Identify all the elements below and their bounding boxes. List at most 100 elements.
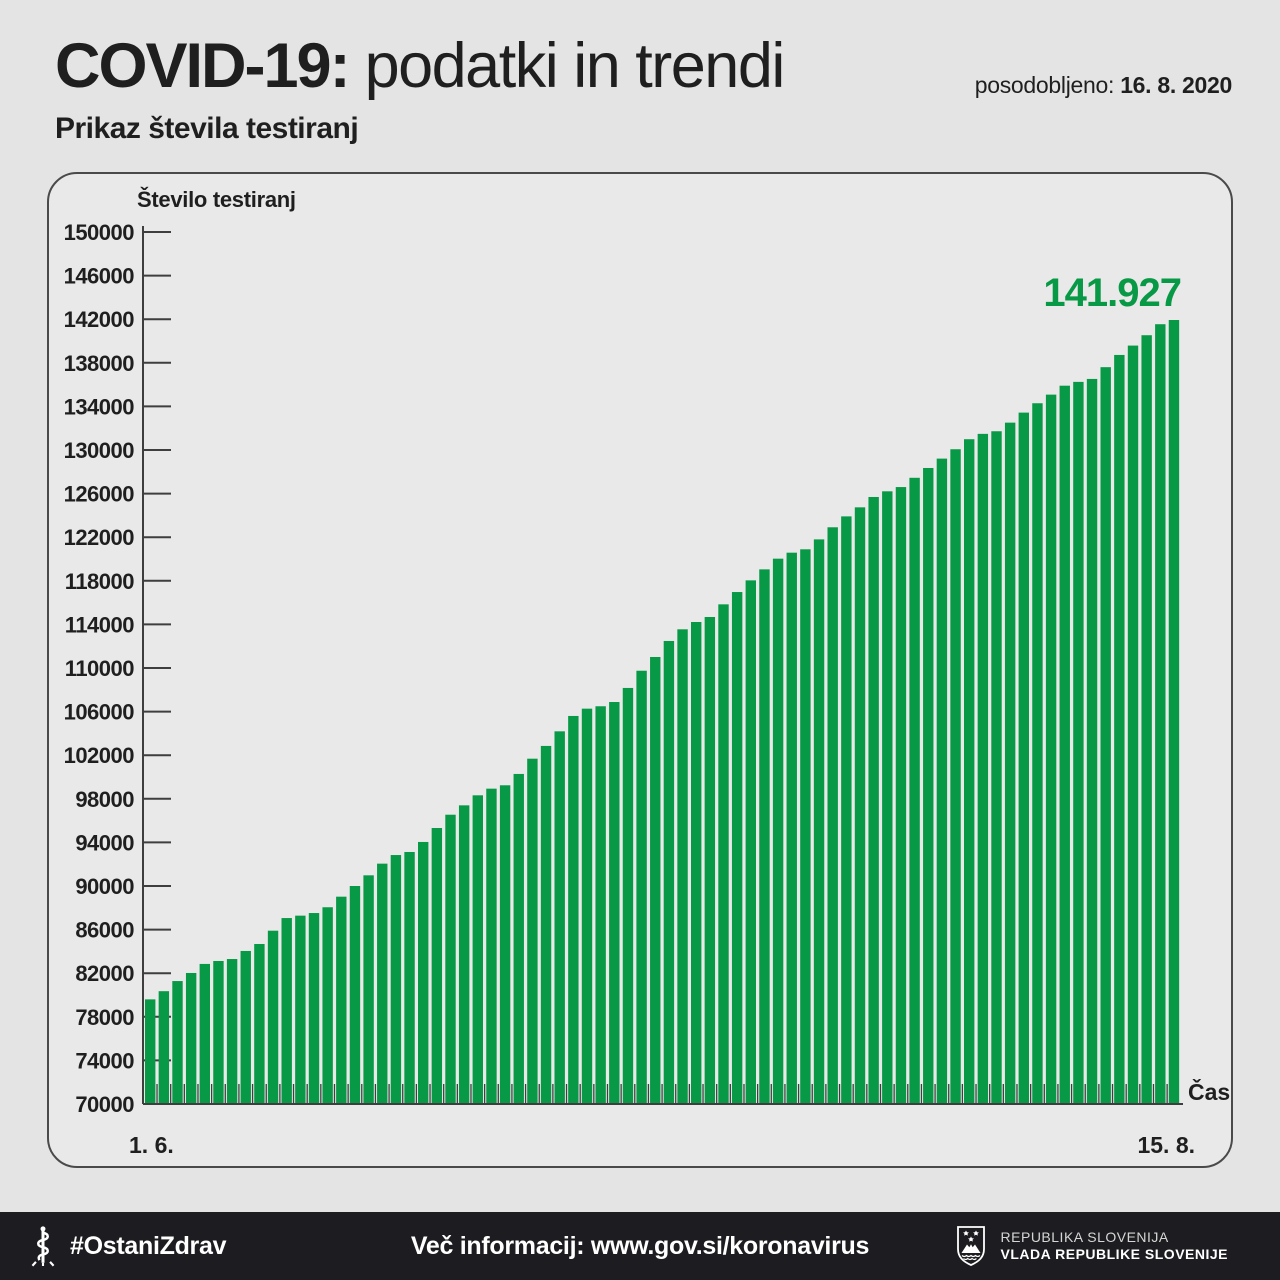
y-tick-label: 110000 bbox=[65, 656, 134, 681]
bar bbox=[663, 640, 675, 1104]
bar bbox=[458, 805, 470, 1104]
bar bbox=[322, 907, 333, 1104]
bar bbox=[882, 491, 893, 1104]
bar bbox=[622, 687, 634, 1104]
bar bbox=[172, 981, 183, 1104]
updated-timestamp: posodobljeno: 16. 8. 2020 bbox=[974, 72, 1233, 99]
x-axis-last-tick-label: 15. 8. bbox=[1137, 1132, 1195, 1158]
y-tick-label: 118000 bbox=[65, 569, 134, 594]
bar bbox=[1004, 422, 1016, 1104]
bar bbox=[841, 516, 852, 1104]
bar bbox=[1168, 320, 1180, 1104]
bar bbox=[486, 788, 497, 1104]
bar bbox=[1086, 378, 1098, 1104]
bar bbox=[336, 896, 347, 1104]
bar bbox=[977, 433, 989, 1104]
bar bbox=[827, 527, 838, 1104]
x-axis-first-tick-label: 1. 6. bbox=[129, 1132, 174, 1158]
bar bbox=[759, 569, 770, 1104]
bar bbox=[145, 999, 156, 1104]
bar bbox=[554, 731, 565, 1104]
bar bbox=[281, 918, 292, 1104]
y-tick-label: 134000 bbox=[64, 394, 135, 419]
bar bbox=[213, 960, 224, 1104]
y-tick-label: 146000 bbox=[64, 264, 135, 289]
bar bbox=[854, 507, 866, 1105]
bar bbox=[267, 930, 279, 1104]
y-tick-label: 82000 bbox=[75, 961, 134, 986]
bar bbox=[923, 467, 934, 1104]
bar bbox=[1045, 394, 1057, 1104]
bar bbox=[718, 604, 729, 1104]
bar bbox=[772, 558, 784, 1104]
bar bbox=[745, 580, 756, 1104]
footer-left: #OstaniZdrav bbox=[28, 1223, 226, 1269]
bar bbox=[991, 431, 1002, 1104]
bar bbox=[308, 913, 320, 1104]
bar bbox=[513, 773, 524, 1104]
bar bbox=[240, 950, 251, 1104]
bar bbox=[677, 629, 688, 1104]
bar bbox=[377, 863, 388, 1104]
bar bbox=[731, 592, 743, 1104]
bar bbox=[1100, 367, 1111, 1104]
y-tick-label: 78000 bbox=[75, 1005, 134, 1030]
bar bbox=[295, 915, 306, 1104]
bar bbox=[936, 458, 948, 1104]
bar bbox=[445, 814, 456, 1104]
bar bbox=[158, 991, 170, 1104]
bar bbox=[226, 959, 238, 1104]
ostanizdrav-staff-snake-icon bbox=[31, 1226, 55, 1267]
chart-panel: 150000 146000 142000 138000 134000 130000 1260… bbox=[47, 172, 1233, 1168]
bar bbox=[950, 449, 961, 1104]
bar bbox=[1059, 385, 1070, 1104]
bar bbox=[691, 622, 702, 1104]
bar bbox=[185, 972, 197, 1104]
bar bbox=[609, 702, 620, 1104]
bar bbox=[595, 706, 606, 1104]
y-tick-label: 102000 bbox=[64, 743, 135, 768]
y-tick-label: 138000 bbox=[64, 351, 135, 376]
bar bbox=[363, 875, 374, 1104]
bar bbox=[1018, 412, 1029, 1104]
chart-subtitle: Prikaz števila testiranj bbox=[55, 112, 359, 145]
updated-label: posodobljeno: bbox=[974, 72, 1121, 98]
bar bbox=[499, 785, 511, 1104]
bar bbox=[704, 616, 716, 1104]
page-title: COVID-19: podatki in trendi bbox=[55, 30, 1235, 102]
bar bbox=[800, 549, 811, 1104]
bar bbox=[868, 496, 879, 1105]
gov-text: REPUBLIKA SLOVENIJA VLADA REPUBLIKE SLOV… bbox=[1001, 1229, 1228, 1264]
bar bbox=[1127, 345, 1139, 1104]
page-title-bold: COVID-19: bbox=[55, 31, 351, 101]
y-tick-label: 70000 bbox=[75, 1092, 134, 1117]
bar bbox=[909, 477, 920, 1104]
y-axis-title: Število testiranj bbox=[137, 187, 296, 212]
y-tick-label: 122000 bbox=[64, 525, 135, 550]
y-tick-label: 90000 bbox=[75, 874, 134, 899]
bar bbox=[786, 552, 797, 1104]
last-value-label: 141.927 bbox=[1043, 271, 1182, 315]
bar bbox=[964, 439, 975, 1105]
bar bbox=[254, 943, 265, 1104]
bar bbox=[390, 855, 402, 1104]
y-tick-label: 86000 bbox=[75, 918, 134, 943]
bar bbox=[418, 841, 429, 1104]
tests-bar-chart: 150000 146000 142000 138000 134000 130000 1260… bbox=[64, 220, 1183, 1117]
footer-bar: #OstaniZdrav Več informacij: www.gov.si/… bbox=[0, 1212, 1280, 1280]
y-tick-label: 142000 bbox=[64, 307, 135, 332]
bar bbox=[1155, 324, 1166, 1104]
y-tick-label: 98000 bbox=[75, 787, 134, 812]
footer-info-text: Več informacij: www.gov.si/koronavirus bbox=[410, 1231, 870, 1260]
bar bbox=[813, 539, 825, 1104]
y-tick-label: 74000 bbox=[75, 1048, 134, 1073]
y-tick-label: 126000 bbox=[64, 482, 135, 507]
gov-republic-label: REPUBLIKA SLOVENIJA bbox=[1000, 1228, 1169, 1245]
bar bbox=[404, 851, 415, 1104]
bar bbox=[527, 758, 538, 1104]
bar bbox=[1073, 381, 1084, 1105]
footer-gov-block: REPUBLIKA SLOVENIJA VLADA REPUBLIKE SLOV… bbox=[955, 1225, 1228, 1267]
bar bbox=[636, 670, 647, 1104]
bar bbox=[472, 795, 483, 1104]
